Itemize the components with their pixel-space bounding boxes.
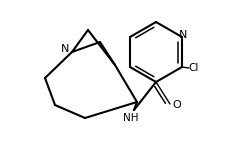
- Text: Cl: Cl: [189, 63, 199, 73]
- Text: N: N: [61, 44, 69, 54]
- Text: N: N: [179, 30, 187, 40]
- Text: NH: NH: [123, 113, 139, 123]
- Text: O: O: [173, 100, 181, 110]
